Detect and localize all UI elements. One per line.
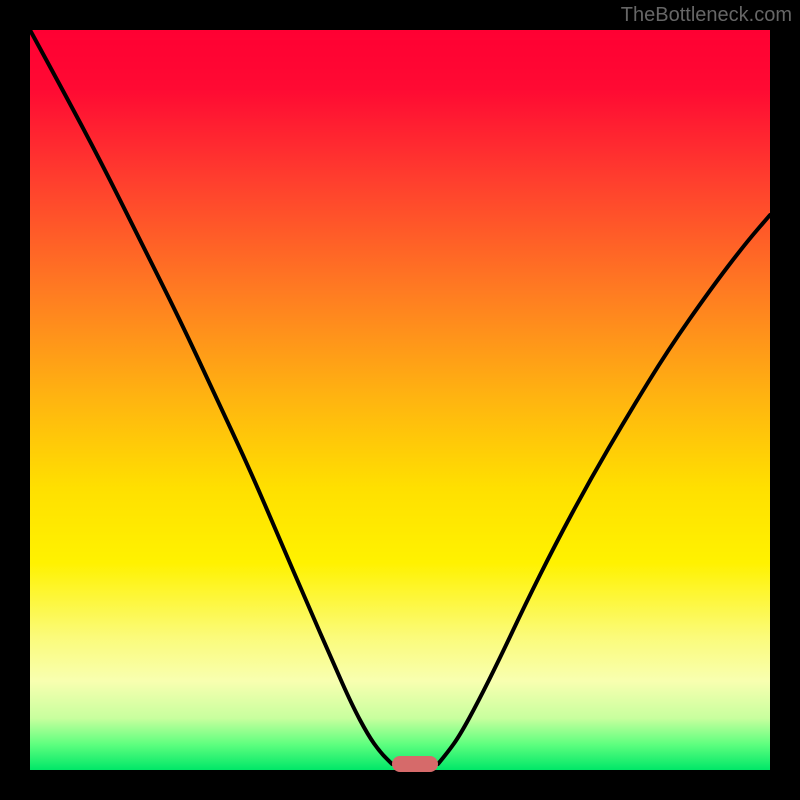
watermark-text: TheBottleneck.com: [621, 4, 792, 27]
bottleneck-chart: [0, 0, 800, 800]
optimal-marker: [392, 756, 438, 772]
plot-area: [30, 30, 770, 770]
chart-container: TheBottleneck.com: [0, 0, 800, 800]
